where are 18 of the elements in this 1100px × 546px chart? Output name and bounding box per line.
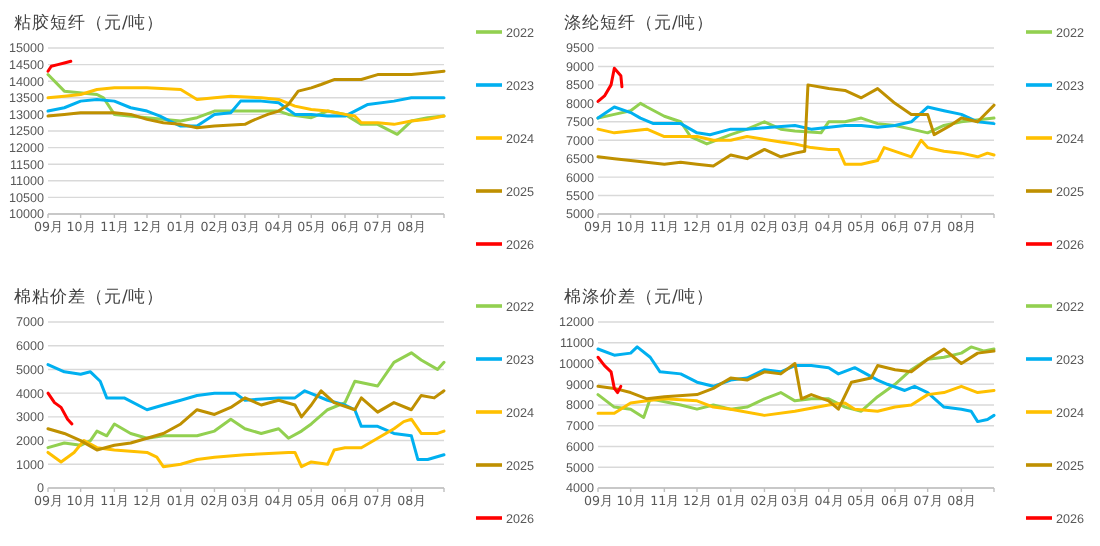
line-series (46, 389, 446, 452)
chart-title: 棉涤价差（元/吨） (564, 286, 714, 308)
line-series (596, 101, 996, 146)
line-series (596, 355, 623, 395)
chart-title: 棉粘价差（元/吨） (14, 286, 164, 308)
line-series (596, 83, 996, 168)
line-series (46, 417, 446, 469)
line-series (46, 351, 446, 450)
line-series (46, 391, 74, 426)
line-series (596, 105, 996, 137)
line-series (46, 86, 446, 126)
line-series (46, 96, 446, 128)
line-series (596, 127, 996, 166)
chart-title: 涤纶短纤（元/吨） (564, 12, 714, 34)
line-series (596, 66, 624, 103)
chart-title: 粘胶短纤（元/吨） (14, 12, 164, 34)
line-series (596, 384, 996, 417)
line-series (46, 363, 446, 462)
